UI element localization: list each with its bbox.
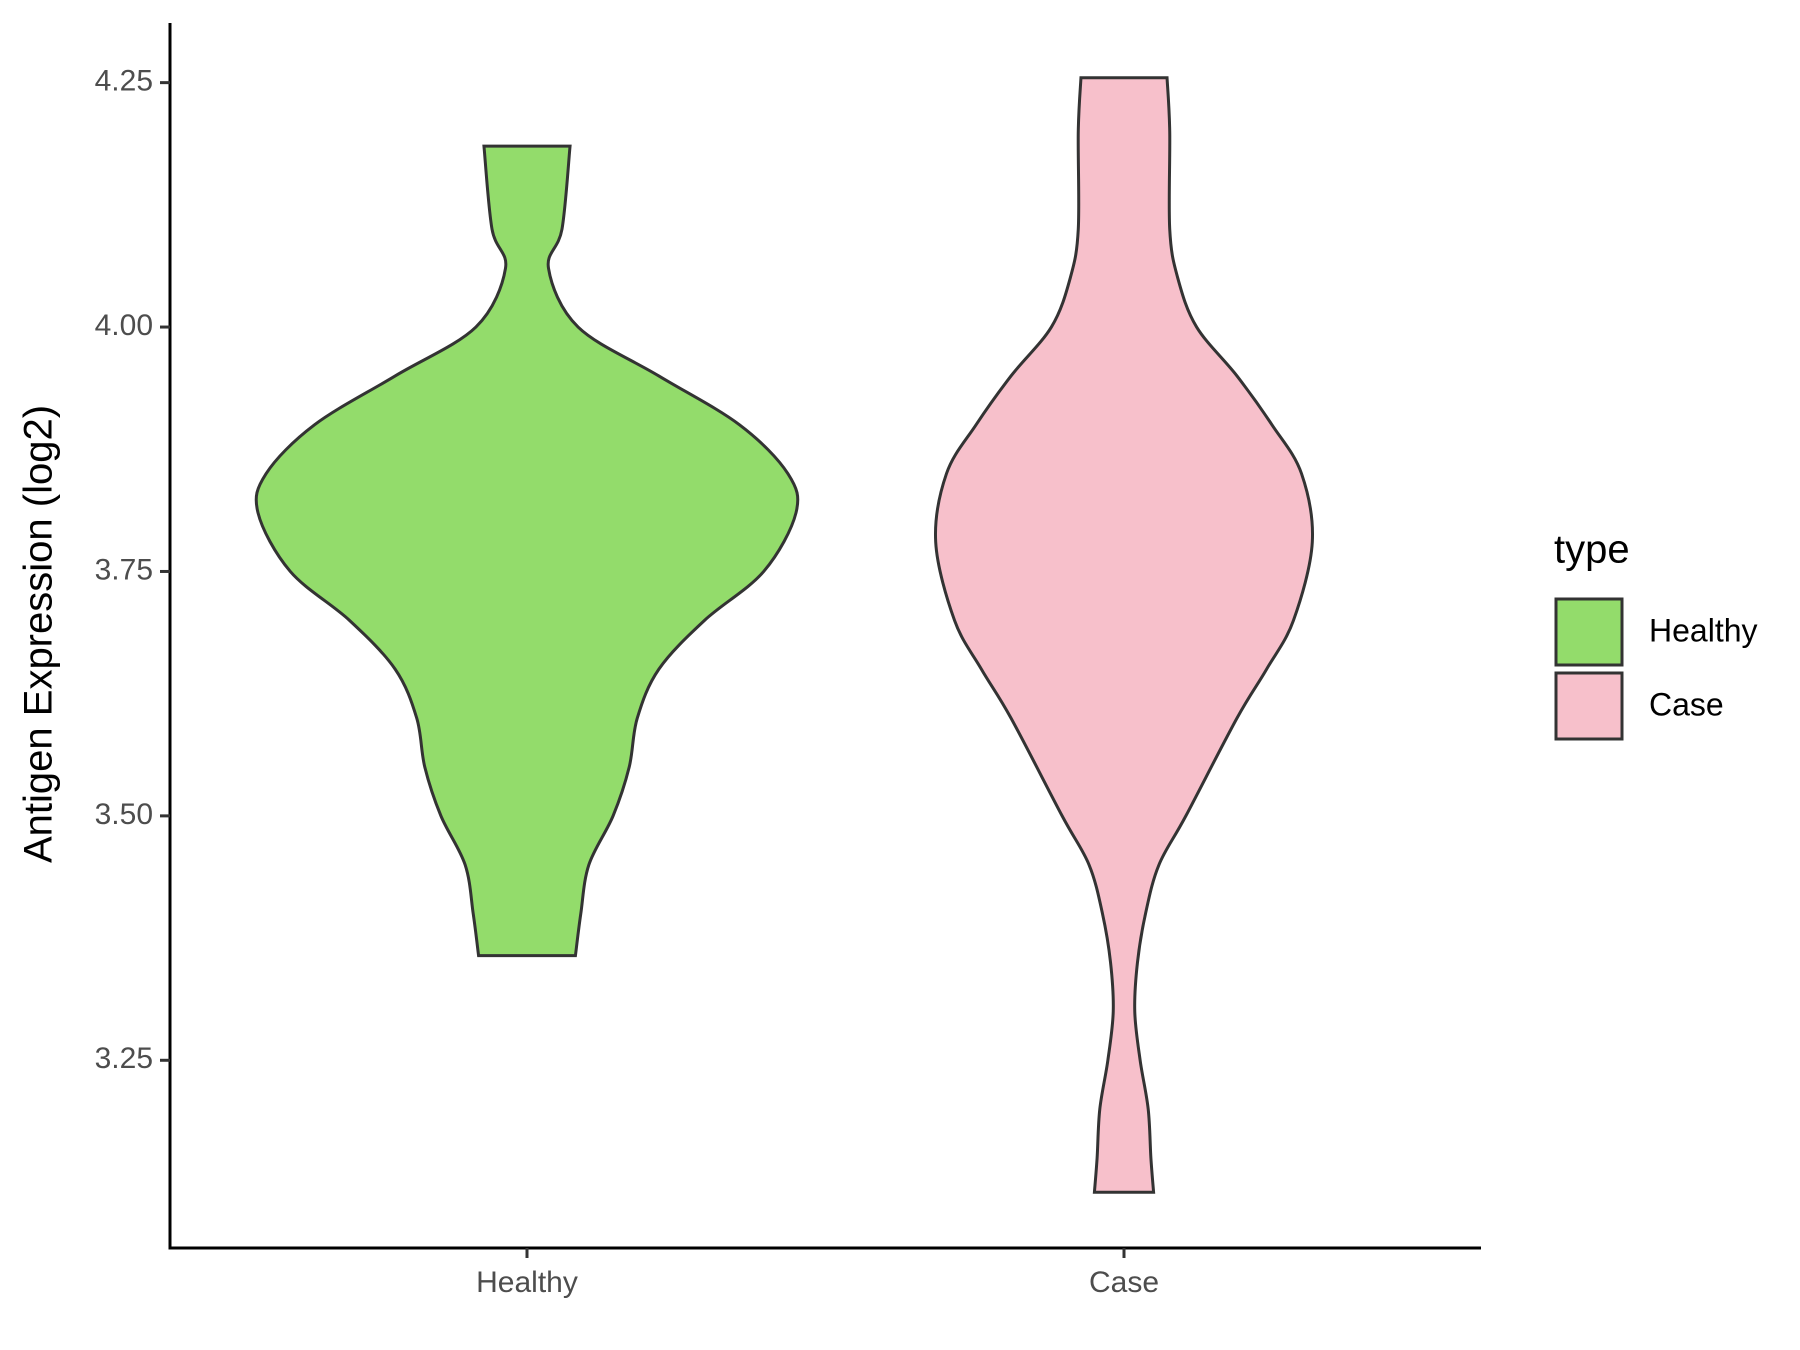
y-tick-label: 3.50 [95, 798, 153, 831]
y-tick-label: 4.00 [95, 309, 153, 342]
legend-key [1554, 671, 1624, 741]
legend-title: type [1554, 528, 1630, 572]
y-tick-label: 4.25 [95, 65, 153, 98]
y-tick-label: 3.25 [95, 1042, 153, 1075]
x-tick-label: Healthy [476, 1266, 578, 1299]
violin [933, 76, 1315, 1194]
x-tick-label: Case [1089, 1266, 1159, 1299]
y-tick-label: 3.75 [95, 553, 153, 586]
y-axis-title: Antigen Expression (log2) [17, 405, 61, 863]
violin [254, 144, 800, 958]
legend-label: Healthy [1649, 612, 1758, 648]
legend-label: Case [1649, 686, 1724, 722]
legend-key [1554, 597, 1624, 667]
